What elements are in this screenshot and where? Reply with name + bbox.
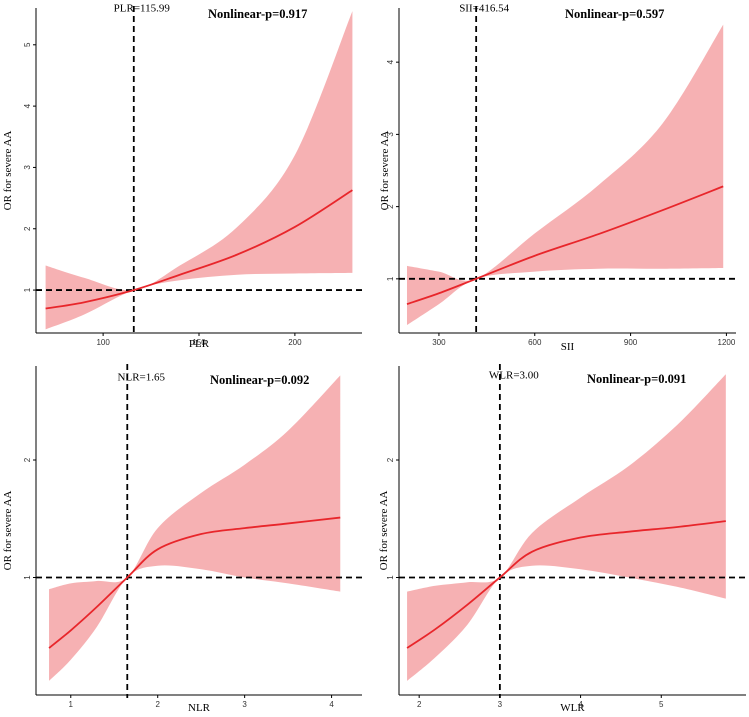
y-axis-title: OR for severe AA <box>379 131 391 211</box>
x-tick-label: 200 <box>288 338 302 347</box>
chart-panel-bottom-right: 1 2 2 3 4 5 WLR OR for severe AA WLR=3.00 Nonline… <box>378 364 746 714</box>
y-tick-label: 5 <box>23 42 32 47</box>
x-tick-label: 150 <box>192 338 206 347</box>
cutoff-label: SII=416.54 <box>459 3 509 15</box>
x-tick-label: 900 <box>624 338 638 347</box>
x-tick-label: 1200 <box>718 338 736 347</box>
x-tick-label: 3 <box>498 700 503 709</box>
confidence-band <box>407 374 726 681</box>
x-tick-label: 300 <box>432 338 446 347</box>
y-tick-label: 1 <box>386 575 395 580</box>
x-tick-label: 3 <box>242 700 247 709</box>
x-axis-title: SII <box>561 341 575 353</box>
chart-panel-bottom-left: 1 2 1 2 3 4 NLR OR for severe AA NLR=1.65 Nonline… <box>2 364 362 714</box>
x-tick-label: 2 <box>155 700 160 709</box>
chart-panel-top-left: 1 2 3 4 5 100 150 200 PLR OR for severe AA PLR=115… <box>2 3 362 350</box>
x-tick-label: 600 <box>528 338 542 347</box>
or-curve-line <box>406 185 724 305</box>
confidence-band <box>45 11 353 330</box>
y-tick-label: 1 <box>386 276 395 281</box>
cutoff-label: NLR=1.65 <box>118 372 166 384</box>
x-axis-title: WLR <box>560 702 585 714</box>
or-curve-line <box>406 520 726 649</box>
x-tick-label: 100 <box>96 338 110 347</box>
y-tick-label: 1 <box>23 575 32 580</box>
cutoff-label: PLR=115.99 <box>114 3 171 15</box>
chart-panel-top-right: 1 2 3 4 300 600 900 1200 SII OR for severe AA SII=… <box>379 3 736 353</box>
nonlinear-p-label: Nonlinear-p=0.092 <box>210 373 309 387</box>
y-axis-title: OR for severe AA <box>2 491 14 571</box>
nonlinear-p-label: Nonlinear-p=0.091 <box>587 372 686 386</box>
x-tick-label: 2 <box>417 700 422 709</box>
y-tick-label: 4 <box>23 103 32 108</box>
y-tick-label: 4 <box>386 59 395 64</box>
x-tick-label: 4 <box>578 700 583 709</box>
y-axis-title: OR for severe AA <box>2 131 14 211</box>
y-tick-label: 3 <box>23 165 32 170</box>
x-tick-label: 4 <box>329 700 334 709</box>
or-curve-line <box>45 189 353 310</box>
y-tick-label: 2 <box>23 457 32 462</box>
or-curve-line <box>48 516 341 649</box>
y-tick-label: 3 <box>386 132 395 137</box>
y-axis-title: OR for severe AA <box>378 491 390 571</box>
x-axis-title: NLR <box>188 702 211 714</box>
confidence-band <box>49 375 341 681</box>
x-tick-label: 5 <box>659 700 664 709</box>
y-tick-label: 1 <box>23 287 32 292</box>
cutoff-label: WLR=3.00 <box>489 370 539 382</box>
y-tick-label: 2 <box>23 226 32 231</box>
y-tick-label: 2 <box>386 457 395 462</box>
nonlinear-p-label: Nonlinear-p=0.917 <box>208 7 307 21</box>
nonlinear-p-label: Nonlinear-p=0.597 <box>565 7 664 21</box>
x-tick-label: 1 <box>69 700 74 709</box>
x-axis-title: PLR <box>189 338 210 350</box>
y-tick-label: 2 <box>386 204 395 209</box>
confidence-band <box>406 24 724 326</box>
